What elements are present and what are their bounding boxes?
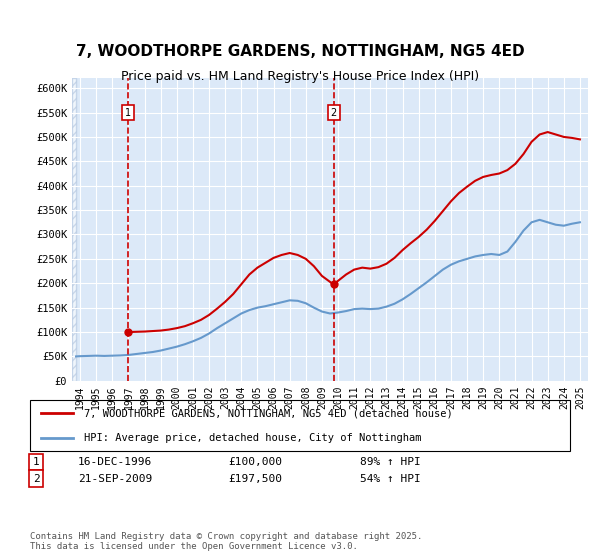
Text: 7, WOODTHORPE GARDENS, NOTTINGHAM, NG5 4ED (detached house): 7, WOODTHORPE GARDENS, NOTTINGHAM, NG5 4… (84, 408, 453, 418)
Text: Contains HM Land Registry data © Crown copyright and database right 2025.
This d: Contains HM Land Registry data © Crown c… (30, 532, 422, 552)
Text: 2: 2 (331, 108, 337, 118)
Text: 2: 2 (32, 474, 40, 484)
Text: 54% ↑ HPI: 54% ↑ HPI (360, 474, 421, 484)
Text: 1: 1 (125, 108, 131, 118)
Text: £197,500: £197,500 (228, 474, 282, 484)
Text: 7, WOODTHORPE GARDENS, NOTTINGHAM, NG5 4ED: 7, WOODTHORPE GARDENS, NOTTINGHAM, NG5 4… (76, 44, 524, 59)
Text: £100,000: £100,000 (228, 457, 282, 467)
Text: 1: 1 (32, 457, 40, 467)
Text: 21-SEP-2009: 21-SEP-2009 (78, 474, 152, 484)
Text: HPI: Average price, detached house, City of Nottingham: HPI: Average price, detached house, City… (84, 433, 421, 443)
Text: Price paid vs. HM Land Registry's House Price Index (HPI): Price paid vs. HM Land Registry's House … (121, 70, 479, 83)
Text: 16-DEC-1996: 16-DEC-1996 (78, 457, 152, 467)
Bar (72, 78, 76, 381)
Text: 89% ↑ HPI: 89% ↑ HPI (360, 457, 421, 467)
